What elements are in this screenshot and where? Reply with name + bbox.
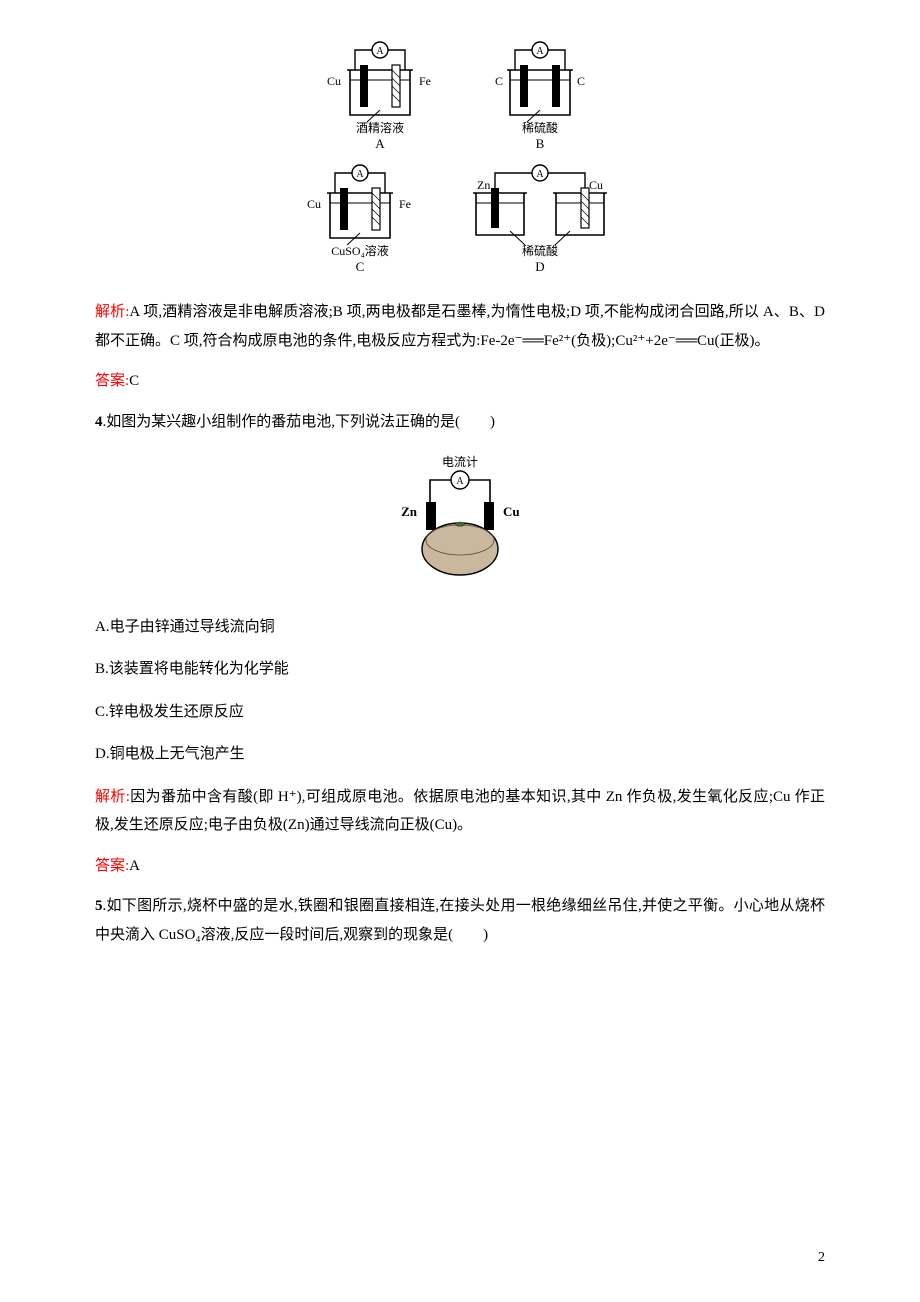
cell-a-tag: A [375, 136, 385, 151]
cell-a-solution: 酒精溶液 [356, 120, 404, 135]
cell-b-tag: B [536, 136, 545, 151]
cell-a-right-label: Fe [419, 74, 431, 88]
q4-option-a: A.电子由锌通过导线流向铜 [95, 613, 825, 642]
q4-option-d: D.铜电极上无气泡产生 [95, 740, 825, 769]
analysis-1-body: A 项,酒精溶液是非电解质溶液;B 项,两电极都是石墨棒,为惰性电极;D 项,不… [95, 304, 825, 349]
answer-1-label: 答案: [95, 373, 129, 389]
answer-2-value: A [129, 858, 140, 874]
q4-option-c: C.锌电极发生还原反应 [95, 698, 825, 727]
svg-text:A: A [456, 476, 464, 487]
analysis-1-label: 解析: [95, 304, 129, 320]
cell-d-svg: A Zn Cu 稀硫酸 D [465, 163, 615, 278]
question-5: 5.如下图所示,烧杯中盛的是水,铁圈和银圈直接相连,在接头处用一根绝缘细丝吊住,… [95, 892, 825, 949]
cell-c-tag: C [356, 259, 365, 274]
analysis-1: 解析:A 项,酒精溶液是非电解质溶液;B 项,两电极都是石墨棒,为惰性电极;D … [95, 298, 825, 355]
cell-d-solution: 稀硫酸 [522, 243, 558, 258]
tomato-left-label: Zn [401, 504, 418, 519]
answer-1: 答案:C [95, 367, 825, 396]
svg-text:A: A [356, 169, 364, 180]
svg-text:A: A [536, 169, 544, 180]
answer-2-label: 答案: [95, 858, 129, 874]
question-4: 4.如图为某兴趣小组制作的番茄电池,下列说法正确的是( ) [95, 408, 825, 437]
meter-label: 电流计 [442, 455, 478, 469]
cell-a-left-label: Cu [327, 74, 341, 88]
cell-c-left-label: Cu [307, 197, 321, 211]
cell-c-svg: A Cu Fe CuSO₄溶液 C [305, 163, 415, 278]
cell-d-left-label: Zn [477, 178, 490, 192]
analysis-2: 解析:因为番茄中含有酸(即 H⁺),可组成原电池。依据原电池的基本知识,其中 Z… [95, 783, 825, 840]
svg-text:A: A [536, 46, 544, 57]
electrochemical-cells-figure: A Cu Fe 酒精溶液 A [95, 40, 825, 278]
cell-d-tag: D [535, 259, 544, 274]
analysis-2-body: 因为番茄中含有酸(即 H⁺),可组成原电池。依据原电池的基本知识,其中 Zn 作… [95, 789, 825, 834]
q4-number: 4 [95, 414, 103, 430]
answer-1-value: C [129, 373, 139, 389]
q4-option-b: B.该装置将电能转化为化学能 [95, 655, 825, 684]
q5-number: 5 [95, 898, 103, 914]
cell-b-solution: 稀硫酸 [522, 120, 558, 135]
tomato-battery-figure: 电流计 A Zn Cu [95, 454, 825, 595]
q5-text: .如下图所示,烧杯中盛的是水,铁圈和银圈直接相连,在接头处用一根绝缘细丝吊住,并… [95, 898, 825, 943]
cell-d-right-label: Cu [589, 178, 603, 192]
page-number: 2 [818, 1245, 825, 1272]
cell-b-svg: A C C 稀硫酸 B [485, 40, 595, 155]
cell-a-svg: A Cu Fe 酒精溶液 A [325, 40, 435, 155]
cell-b-left-label: C [495, 74, 503, 88]
svg-text:A: A [376, 46, 384, 57]
q4-text: .如图为某兴趣小组制作的番茄电池,下列说法正确的是( ) [103, 414, 496, 430]
cell-c-solution: CuSO₄溶液 [331, 243, 389, 258]
tomato-right-label: Cu [503, 504, 520, 519]
analysis-2-label: 解析: [95, 789, 130, 805]
cell-c-right-label: Fe [399, 197, 411, 211]
answer-2: 答案:A [95, 852, 825, 881]
cell-b-right-label: C [577, 74, 585, 88]
